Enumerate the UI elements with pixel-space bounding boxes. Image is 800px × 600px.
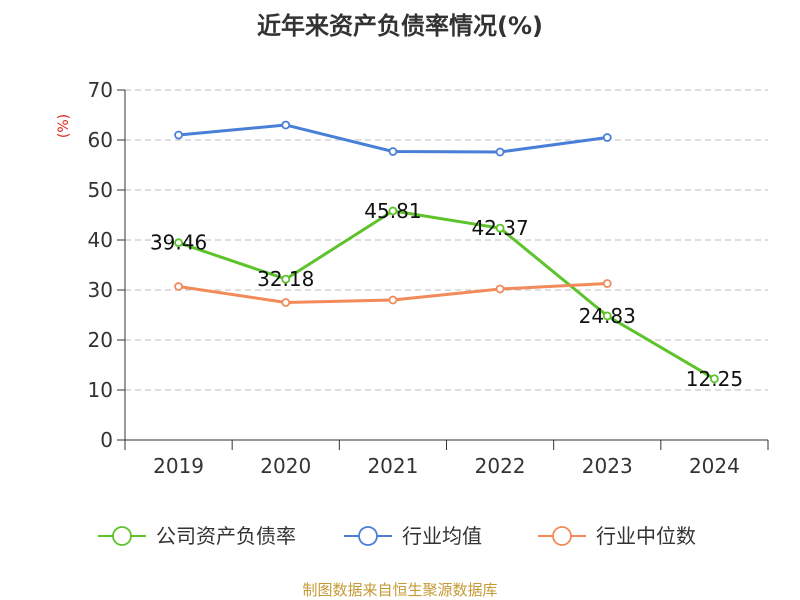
x-tick-label: 2021: [367, 454, 418, 478]
legend-marker: [552, 526, 572, 546]
data-point: [281, 298, 291, 307]
axes: 0 10 20 30 40 50 60 70 2019 2020 2021 2022 2023 2024: [88, 78, 769, 478]
legend-item-1[interactable]: 行业均值: [344, 524, 482, 548]
series-lines: [174, 120, 719, 384]
data-point: [495, 147, 505, 157]
y-tick-label: 10: [88, 378, 113, 402]
x-tick-label: 2020: [260, 454, 311, 478]
legend-label: 行业均值: [402, 524, 482, 548]
data-point: [602, 279, 612, 288]
source-note: 制图数据来自恒生聚源数据库: [302, 581, 497, 599]
x-tick-label: 2022: [475, 454, 526, 478]
legend-marker: [358, 526, 378, 546]
x-tick-label: 2024: [689, 454, 740, 478]
data-label: 32.18: [257, 267, 314, 291]
legend-label: 公司资产负债率: [156, 524, 296, 548]
data-point: [388, 295, 398, 305]
data-point: [281, 120, 291, 130]
y-tick-label: 30: [88, 278, 113, 302]
data-point: [495, 284, 505, 294]
data-label: 42.37: [471, 216, 528, 240]
series-line-0: [177, 209, 716, 381]
data-point: [174, 238, 183, 248]
y-axis-label: (%): [56, 114, 72, 138]
legend-label: 行业中位数: [596, 524, 696, 548]
legend: 公司资产负债率 行业均值 行业中位数: [98, 524, 696, 548]
y-tick-label: 50: [88, 178, 113, 202]
chart-title: 近年来资产负债率情况(%): [257, 12, 543, 40]
data-point: [388, 147, 398, 156]
data-point: [388, 206, 398, 216]
data-label: 24.83: [579, 304, 636, 328]
y-tick-label: 60: [88, 128, 113, 152]
y-tick-label: 70: [88, 78, 113, 102]
legend-item-0[interactable]: 公司资产负债率: [98, 524, 296, 548]
grid-lines: [125, 89, 768, 391]
data-label: 39.46: [150, 231, 207, 255]
y-tick-label: 40: [88, 228, 113, 252]
x-tick-label: 2023: [582, 454, 633, 478]
legend-item-2[interactable]: 行业中位数: [538, 524, 696, 548]
data-point: [174, 282, 183, 291]
data-label: 45.81: [364, 199, 421, 223]
data-point: [710, 374, 719, 384]
data-point: [495, 223, 505, 233]
legend-marker: [112, 526, 132, 546]
data-point: [281, 274, 291, 284]
data-point: [602, 133, 612, 142]
data-label: 12.25: [686, 367, 743, 391]
y-tick-label: 0: [100, 428, 113, 452]
y-tick-label: 20: [88, 328, 113, 352]
data-point: [602, 311, 612, 321]
data-point: [174, 130, 183, 140]
x-tick-label: 2019: [153, 454, 204, 478]
data-labels: 39.46 32.18 45.81 42.37 24.83 12.25: [150, 199, 743, 391]
